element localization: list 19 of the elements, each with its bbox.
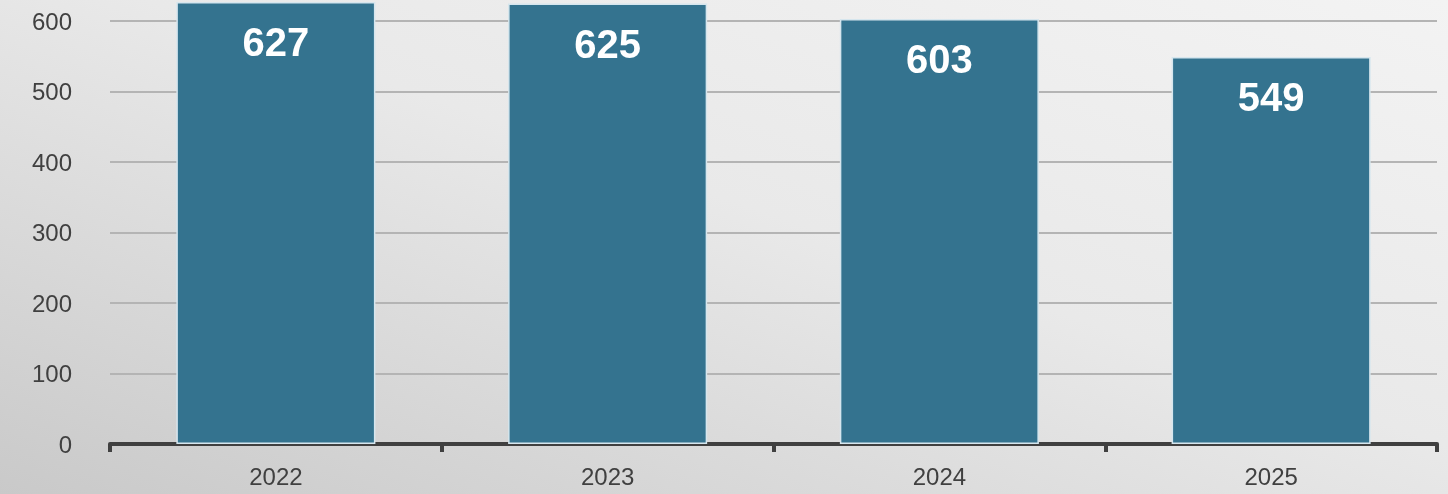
x-tick-label: 2024 [912, 462, 967, 490]
y-tick-label: 0 [58, 430, 72, 458]
y-tick-label: 400 [31, 148, 72, 176]
y-tick-label: 200 [31, 289, 72, 317]
y-tick-label: 600 [31, 7, 72, 35]
x-tick-label: 2025 [1244, 462, 1298, 490]
bar [1171, 57, 1371, 444]
y-tick-label: 300 [31, 219, 72, 247]
y-tick-label: 100 [31, 360, 72, 388]
bar [839, 19, 1039, 444]
data-label: 603 [906, 37, 973, 82]
data-label: 627 [242, 20, 310, 65]
x-tick-label: 2022 [249, 462, 303, 490]
bar [508, 3, 708, 444]
data-label: 625 [574, 21, 641, 66]
data-label: 549 [1237, 75, 1305, 120]
y-tick-label: 500 [31, 78, 72, 106]
x-tick-label: 2023 [580, 462, 635, 490]
bar [176, 2, 376, 444]
